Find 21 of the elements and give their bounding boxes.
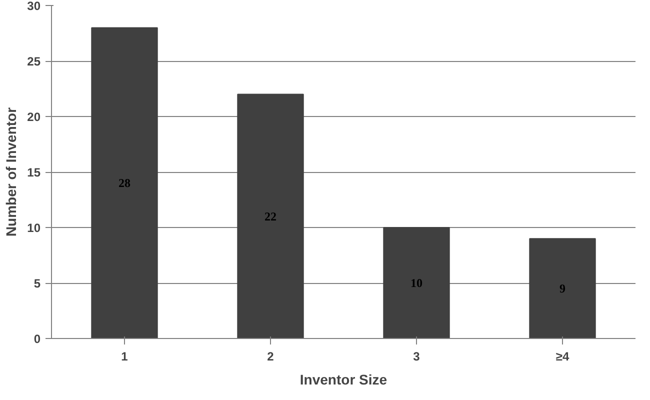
data-label: 10 bbox=[410, 276, 422, 290]
x-axis-title: Inventor Size bbox=[300, 372, 388, 388]
bar bbox=[383, 227, 450, 338]
y-axis-title: Number of Inventor bbox=[3, 106, 20, 237]
bar bbox=[529, 238, 596, 338]
x-tick-label: ≥4 bbox=[556, 350, 570, 364]
data-label: 9 bbox=[560, 282, 566, 296]
x-tick-label: 2 bbox=[267, 350, 274, 364]
x-tick-label: 3 bbox=[413, 350, 420, 364]
y-tick-label: 15 bbox=[27, 166, 41, 180]
data-label: 28 bbox=[118, 176, 130, 190]
y-tick-label: 0 bbox=[34, 332, 41, 346]
bar bbox=[91, 27, 158, 338]
y-tick-label: 5 bbox=[34, 276, 41, 290]
bar bbox=[237, 94, 304, 338]
y-tick-label: 20 bbox=[27, 110, 41, 124]
y-tick-label: 25 bbox=[27, 54, 41, 68]
y-tick-label: 10 bbox=[27, 221, 41, 235]
y-tick-label: 30 bbox=[27, 0, 41, 13]
data-label: 22 bbox=[264, 209, 276, 224]
x-tick-label: 1 bbox=[121, 350, 128, 364]
